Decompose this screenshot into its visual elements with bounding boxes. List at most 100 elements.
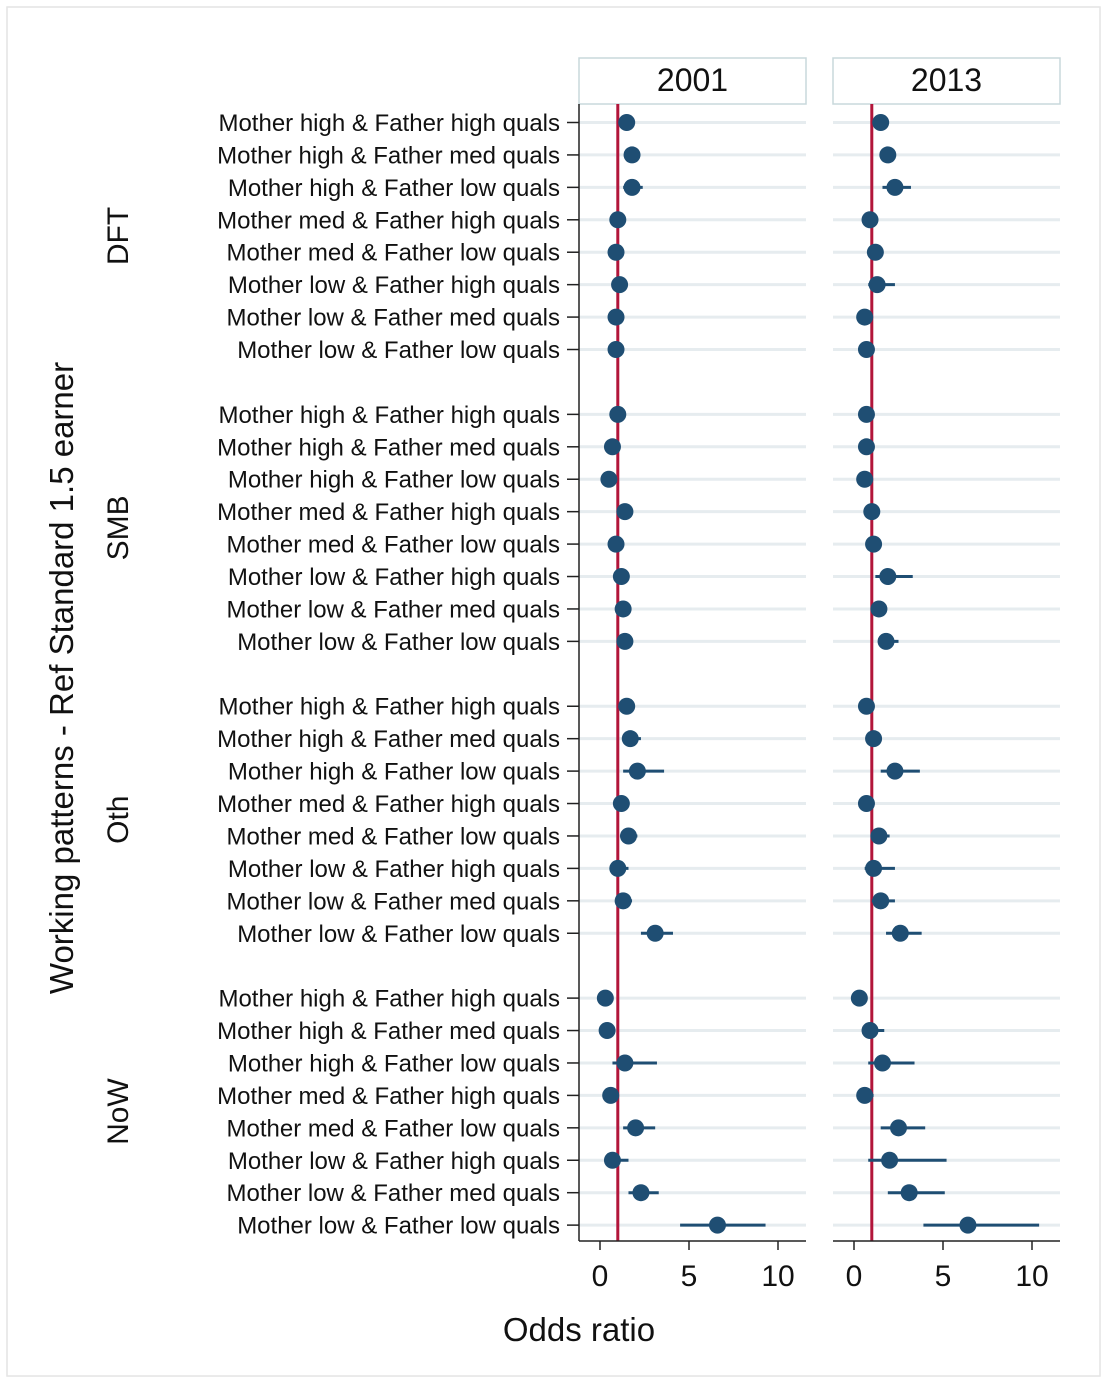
row-label-smb-5: Mother med & Father low quals — [227, 532, 560, 559]
row-label-smb-4: Mother med & Father high quals — [217, 499, 560, 526]
marker-oth-5-2013 — [870, 827, 888, 845]
marker-dft-4-2013 — [861, 211, 879, 229]
row-label-now-2: Mother high & Father med quals — [217, 1018, 560, 1045]
marker-oth-6-2001 — [609, 859, 627, 877]
panel-strip-2001 — [578, 57, 807, 105]
marker-oth-1-2001 — [618, 697, 636, 715]
marker-now-3-2001 — [616, 1054, 634, 1072]
marker-now-7-2001 — [632, 1184, 650, 1202]
row-label-smb-7: Mother low & Father med quals — [227, 596, 560, 623]
row-label-smb-1: Mother high & Father high quals — [218, 402, 560, 429]
marker-smb-7-2001 — [614, 600, 632, 618]
row-label-dft-7: Mother low & Father med quals — [227, 305, 560, 332]
row-label-oth-5: Mother med & Father low quals — [227, 823, 560, 850]
row-label-oth-2: Mother high & Father med quals — [217, 726, 560, 753]
panel-title-2001: 2001 — [657, 62, 728, 98]
marker-dft-8-2001 — [607, 341, 625, 359]
marker-oth-2-2001 — [621, 730, 639, 748]
row-label-now-7: Mother low & Father med quals — [227, 1180, 560, 1207]
marker-now-8-2001 — [708, 1216, 726, 1234]
marker-now-6-2013 — [881, 1151, 899, 1169]
figure-frame — [6, 6, 1101, 1377]
marker-oth-5-2001 — [619, 827, 637, 845]
marker-now-7-2013 — [900, 1184, 918, 1202]
row-label-oth-4: Mother med & Father high quals — [217, 791, 560, 818]
x-axis-title: Odds ratio — [503, 1311, 655, 1348]
row-label-dft-4: Mother med & Father high quals — [217, 207, 560, 234]
row-label-now-3: Mother high & Father low quals — [228, 1050, 560, 1077]
group-label-now: NoW — [102, 1078, 135, 1145]
marker-oth-8-2013 — [891, 924, 909, 942]
marker-oth-8-2001 — [646, 924, 664, 942]
x-tick-label-0-2001: 0 — [592, 1260, 609, 1293]
row-label-now-6: Mother low & Father high quals — [228, 1148, 560, 1175]
marker-now-8-2013 — [959, 1216, 977, 1234]
group-label-smb: SMB — [102, 495, 135, 560]
y-axis-title: Working patterns - Ref Standard 1.5 earn… — [43, 362, 80, 994]
row-label-now-5: Mother med & Father low quals — [227, 1115, 560, 1142]
row-label-now-1: Mother high & Father high quals — [218, 986, 560, 1013]
marker-smb-3-2001 — [600, 470, 618, 488]
row-label-oth-3: Mother high & Father low quals — [228, 759, 560, 786]
marker-dft-7-2013 — [856, 308, 874, 326]
row-label-dft-8: Mother low & Father low quals — [237, 337, 560, 364]
marker-dft-5-2001 — [607, 243, 625, 261]
marker-dft-5-2013 — [866, 243, 884, 261]
marker-oth-3-2001 — [628, 762, 646, 780]
marker-oth-4-2001 — [612, 795, 630, 813]
marker-smb-6-2001 — [612, 568, 630, 586]
group-label-oth: Oth — [102, 796, 135, 844]
marker-smb-5-2013 — [865, 535, 883, 553]
marker-dft-4-2001 — [609, 211, 627, 229]
marker-dft-3-2001 — [623, 178, 641, 196]
marker-now-1-2013 — [850, 989, 868, 1007]
marker-now-2-2001 — [598, 1022, 616, 1040]
row-label-oth-7: Mother low & Father med quals — [227, 888, 560, 915]
marker-now-1-2001 — [596, 989, 614, 1007]
panel-strip-2013 — [832, 57, 1061, 105]
row-label-dft-6: Mother low & Father high quals — [228, 272, 560, 299]
marker-smb-1-2013 — [857, 405, 875, 423]
marker-oth-7-2013 — [872, 892, 890, 910]
marker-now-6-2001 — [603, 1151, 621, 1169]
plot-layer: 2001 2013 0 5 10 0 5 10 DFT Mother high & Father … — [102, 57, 1061, 1293]
row-label-smb-2: Mother high & Father med quals — [217, 434, 560, 461]
row-label-dft-3: Mother high & Father low quals — [228, 175, 560, 202]
marker-smb-4-2013 — [863, 503, 881, 521]
marker-smb-6-2013 — [879, 568, 897, 586]
marker-now-2-2013 — [861, 1022, 879, 1040]
row-label-dft-5: Mother med & Father low quals — [227, 240, 560, 267]
x-tick-label-10-2013: 10 — [1015, 1260, 1048, 1293]
row-label-oth-6: Mother low & Father high quals — [228, 856, 560, 883]
marker-oth-3-2013 — [886, 762, 904, 780]
marker-now-4-2001 — [602, 1086, 620, 1104]
marker-smb-8-2001 — [616, 632, 634, 650]
marker-now-4-2013 — [856, 1086, 874, 1104]
marker-oth-1-2013 — [857, 697, 875, 715]
row-label-now-4: Mother med & Father high quals — [217, 1083, 560, 1110]
marker-oth-2-2013 — [865, 730, 883, 748]
row-label-dft-2: Mother high & Father med quals — [217, 142, 560, 169]
marker-dft-1-2013 — [872, 114, 890, 131]
row-label-oth-1: Mother high & Father high quals — [218, 694, 560, 721]
marker-smb-5-2001 — [607, 535, 625, 553]
marker-smb-2-2013 — [857, 438, 875, 456]
row-label-smb-8: Mother low & Father low quals — [237, 629, 560, 656]
marker-now-5-2001 — [627, 1119, 645, 1137]
row-label-now-8: Mother low & Father low quals — [237, 1213, 560, 1240]
row-label-dft-1: Mother high & Father high quals — [218, 110, 560, 137]
marker-smb-7-2013 — [870, 600, 888, 618]
x-tick-label-0-2013: 0 — [846, 1260, 863, 1293]
group-label-dft: DFT — [102, 207, 135, 265]
marker-smb-4-2001 — [616, 503, 634, 521]
marker-dft-3-2013 — [886, 178, 904, 196]
x-tick-label-5-2001: 5 — [681, 1260, 698, 1293]
x-tick-label-5-2013: 5 — [935, 1260, 952, 1293]
marker-dft-8-2013 — [857, 341, 875, 359]
panel-title-2013: 2013 — [911, 62, 982, 98]
marker-oth-6-2013 — [865, 859, 883, 877]
marker-oth-4-2013 — [857, 795, 875, 813]
x-tick-label-10-2001: 10 — [761, 1260, 794, 1293]
